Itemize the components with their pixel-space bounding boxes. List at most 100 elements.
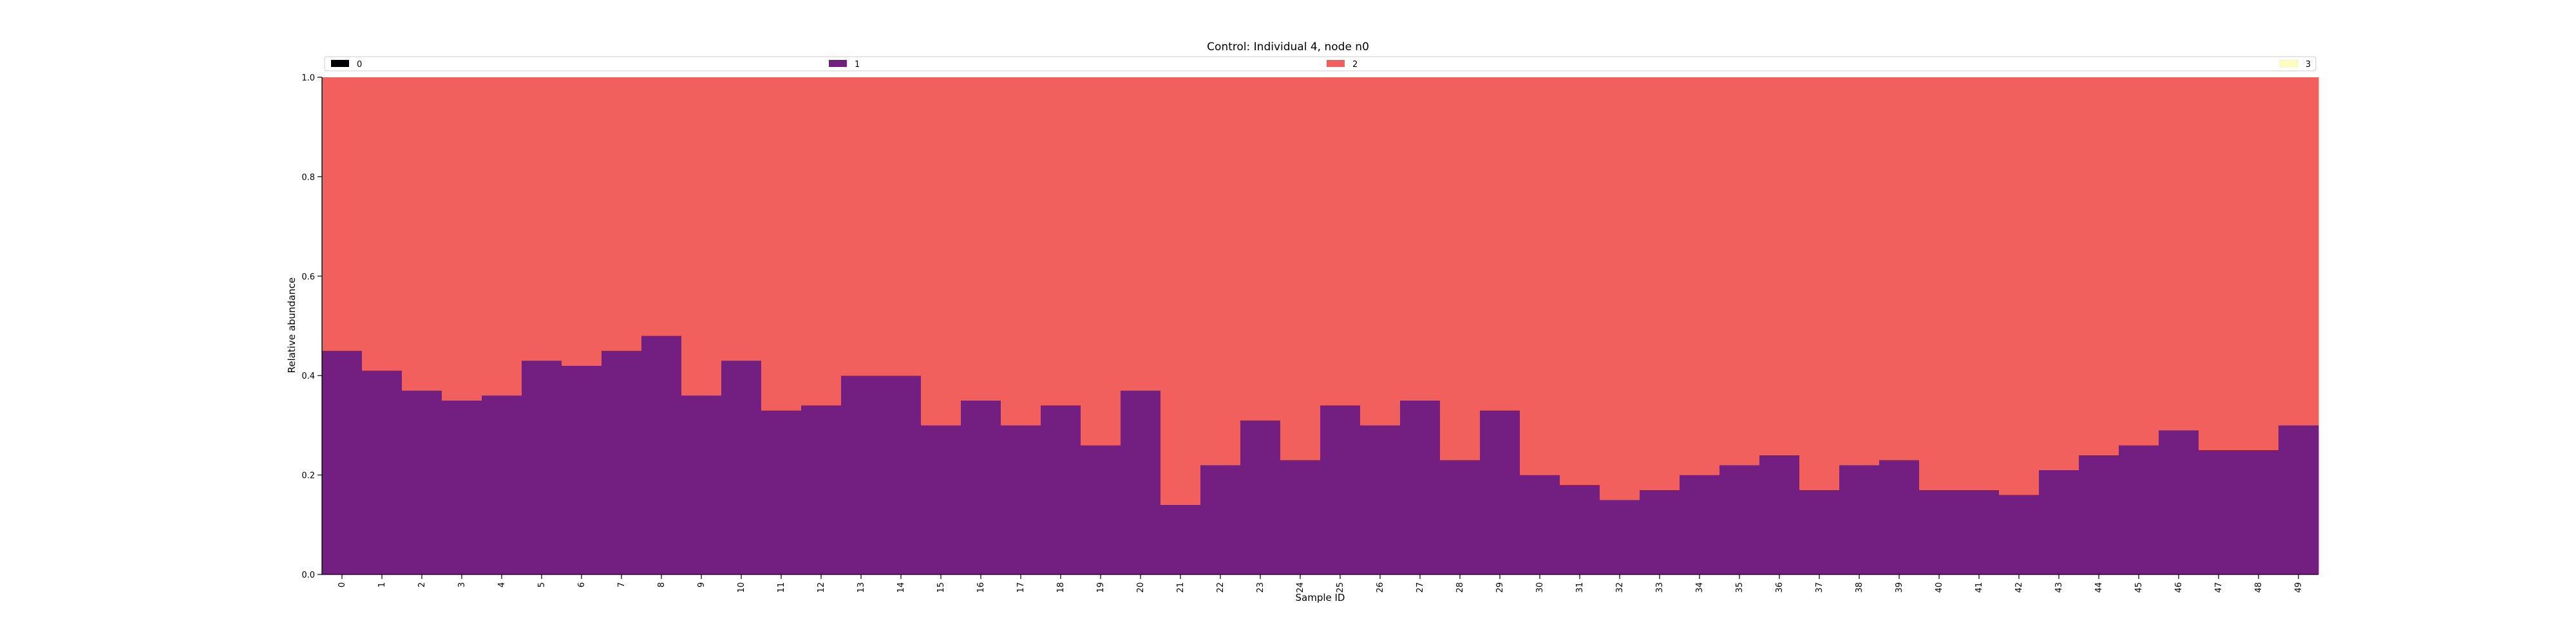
legend-frame — [324, 56, 2316, 71]
bar-segment-series-1-sample-19 — [1081, 445, 1121, 574]
y-tick-label: 0.8 — [301, 173, 315, 182]
x-tick-label: 38 — [1855, 582, 1864, 593]
bar-segment-series-1-sample-11 — [761, 410, 802, 574]
bar-segment-series-1-sample-44 — [2079, 455, 2119, 574]
x-tick-label: 7 — [617, 582, 627, 587]
bar-segment-series-2-sample-46 — [2159, 77, 2199, 431]
bar-segment-series-1-sample-0 — [322, 350, 363, 574]
bar-segment-series-2-sample-29 — [1480, 77, 1520, 411]
bar-segment-series-1-sample-5 — [522, 361, 562, 574]
bar-segment-series-2-sample-30 — [1520, 77, 1560, 475]
bar-segment-series-2-sample-16 — [961, 77, 1001, 401]
legend: 0 1 2 3 — [324, 56, 2316, 71]
bar-segment-series-1-sample-46 — [2159, 430, 2199, 574]
x-tick-label: 43 — [2054, 582, 2064, 593]
x-tick-label: 34 — [1695, 582, 1705, 593]
x-tick-label: 19 — [1096, 582, 1106, 593]
x-tick-label: 4 — [497, 582, 507, 587]
y-tick-label: 0.2 — [301, 471, 315, 481]
bar-segment-series-2-sample-15 — [921, 77, 961, 426]
bar-segment-series-1-sample-9 — [681, 395, 722, 574]
bar-segment-series-2-sample-1 — [362, 77, 402, 371]
x-tick-label: 26 — [1376, 582, 1385, 593]
x-tick-label: 17 — [1016, 582, 1026, 593]
x-axis-ticks: 0 1 2 3 4 5 6 7 8 9 10 11 12 13 14 15 16 17 18 19 20 21 22 23 24… — [337, 574, 2304, 593]
x-tick-label: 44 — [2094, 582, 2104, 593]
x-tick-label: 48 — [2254, 582, 2264, 593]
bar-segment-series-2-sample-10 — [721, 77, 762, 361]
bars — [322, 77, 2319, 574]
bar-segment-series-1-sample-24 — [1280, 460, 1321, 574]
bar-segment-series-1-sample-7 — [601, 350, 642, 574]
bar-segment-series-2-sample-38 — [1839, 77, 1880, 466]
bar-segment-series-2-sample-4 — [482, 77, 522, 396]
bar-segment-series-1-sample-37 — [1799, 489, 1840, 574]
x-tick-label: 9 — [697, 582, 706, 587]
x-tick-label: 30 — [1535, 582, 1545, 593]
x-tick-label: 15 — [936, 582, 946, 593]
x-tick-label: 13 — [857, 582, 866, 593]
x-tick-label: 20 — [1136, 582, 1146, 593]
x-tick-label: 0 — [337, 582, 347, 587]
bar-segment-series-1-sample-6 — [562, 365, 602, 574]
x-tick-label: 31 — [1575, 582, 1585, 593]
bar-segment-series-1-sample-15 — [921, 425, 961, 574]
bar-segment-series-2-sample-20 — [1121, 77, 1161, 391]
x-tick-label: 40 — [1935, 582, 1944, 593]
x-tick-label: 39 — [1895, 582, 1904, 593]
y-tick-label: 0.4 — [301, 372, 315, 381]
bar-segment-series-2-sample-17 — [1001, 77, 1041, 426]
x-tick-label: 22 — [1216, 582, 1226, 593]
bar-segment-series-1-sample-10 — [721, 361, 762, 574]
bar-segment-series-1-sample-31 — [1560, 485, 1600, 574]
legend-swatch-0 — [331, 60, 349, 67]
x-tick-label: 33 — [1655, 582, 1665, 593]
bar-segment-series-2-sample-19 — [1081, 77, 1121, 446]
legend-label-2: 2 — [1352, 60, 1358, 70]
bar-segment-series-1-sample-1 — [362, 370, 402, 574]
bar-segment-series-1-sample-14 — [881, 375, 922, 574]
bar-segment-series-2-sample-11 — [761, 77, 802, 411]
bar-segment-series-2-sample-25 — [1320, 77, 1361, 406]
bar-segment-series-2-sample-2 — [402, 77, 442, 391]
bar-segment-series-1-sample-39 — [1879, 460, 1920, 574]
y-tick-label: 0.6 — [301, 272, 315, 282]
bar-segment-series-2-sample-3 — [442, 77, 482, 401]
bar-segment-series-1-sample-16 — [961, 400, 1001, 574]
bar-segment-series-2-sample-44 — [2079, 77, 2119, 455]
x-tick-label: 28 — [1455, 582, 1465, 593]
bar-segment-series-1-sample-25 — [1320, 405, 1361, 574]
bar-segment-series-2-sample-31 — [1560, 77, 1600, 486]
bar-segment-series-1-sample-13 — [841, 375, 882, 574]
legend-label-1: 1 — [855, 60, 860, 70]
legend-label-3: 3 — [2306, 60, 2311, 70]
bar-segment-series-1-sample-4 — [482, 395, 522, 574]
y-tick-label: 0.0 — [301, 571, 315, 580]
bar-segment-series-1-sample-49 — [2278, 425, 2319, 574]
x-tick-label: 18 — [1056, 582, 1066, 593]
bar-segment-series-2-sample-35 — [1719, 77, 1760, 466]
bar-segment-series-1-sample-42 — [1999, 495, 2040, 574]
bar-segment-series-1-sample-40 — [1919, 489, 1960, 574]
bar-segment-series-2-sample-47 — [2199, 77, 2239, 450]
bar-segment-series-1-sample-33 — [1640, 489, 1680, 574]
bar-segment-series-2-sample-12 — [801, 77, 842, 406]
bar-segment-series-2-sample-26 — [1360, 77, 1401, 426]
bar-segment-series-1-sample-26 — [1360, 425, 1401, 574]
x-tick-label: 11 — [777, 582, 786, 593]
x-tick-label: 2 — [417, 582, 427, 587]
bar-segment-series-2-sample-8 — [641, 77, 682, 336]
bar-segment-series-1-sample-28 — [1440, 460, 1481, 574]
y-axis-ticks: 0.0 0.2 0.4 0.6 0.8 1.0 — [301, 73, 322, 580]
x-tick-label: 36 — [1775, 582, 1785, 593]
bar-segment-series-2-sample-37 — [1799, 77, 1840, 490]
x-tick-label: 8 — [657, 582, 667, 587]
legend-swatch-2 — [1327, 60, 1345, 67]
x-tick-label: 49 — [2294, 582, 2304, 593]
bar-segment-series-2-sample-36 — [1759, 77, 1800, 455]
y-axis-label: Relative abundance — [286, 278, 298, 374]
bar-segment-series-1-sample-43 — [2039, 469, 2079, 574]
legend-label-0: 0 — [357, 60, 362, 70]
legend-swatch-1 — [829, 60, 847, 67]
bar-segment-series-2-sample-18 — [1041, 77, 1081, 406]
